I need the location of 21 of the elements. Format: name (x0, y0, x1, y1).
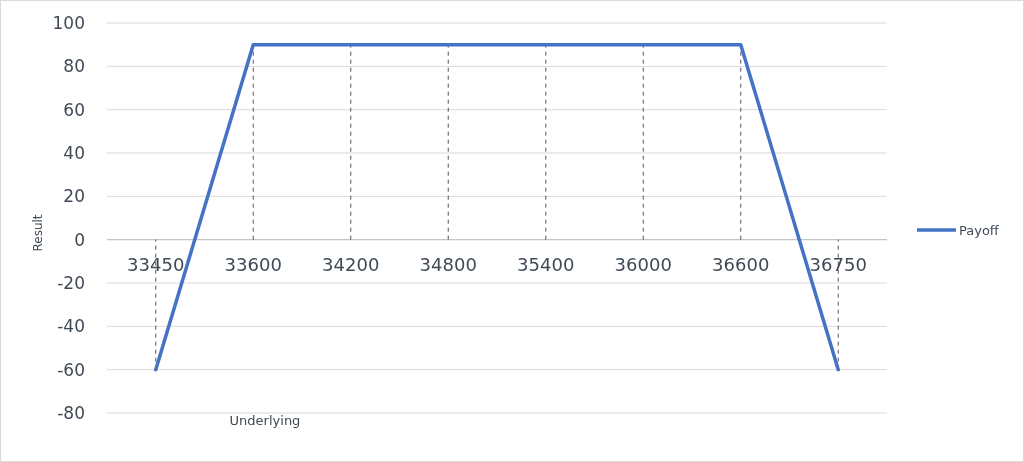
y-tick-label: 0 (74, 229, 85, 250)
y-axis-title: Result (31, 214, 45, 252)
y-tick-label: 100 (52, 13, 85, 33)
x-tick-label: 36000 (614, 253, 672, 275)
y-tick-label: -40 (57, 316, 85, 337)
x-tick-label: 35400 (517, 253, 575, 275)
x-tick-label: 36750 (809, 253, 867, 275)
x-tick-label: 34200 (322, 253, 380, 275)
x-axis-title: Underlying (229, 413, 301, 428)
y-tick-label: -60 (57, 359, 85, 380)
y-tick-label: 20 (63, 186, 85, 207)
y-tick-label: -20 (57, 273, 85, 293)
y-tick-label: 60 (63, 99, 85, 120)
x-tick-label: 33450 (127, 253, 185, 275)
x-tick-label: 36600 (712, 253, 770, 275)
y-tick-label: -80 (57, 403, 85, 423)
x-tick-label: 33600 (224, 253, 282, 275)
y-tick-label: 80 (63, 56, 85, 77)
x-tick-label: 34800 (419, 253, 477, 275)
legend-label: Payoff (959, 222, 1000, 238)
y-tick-label: 40 (63, 143, 85, 163)
